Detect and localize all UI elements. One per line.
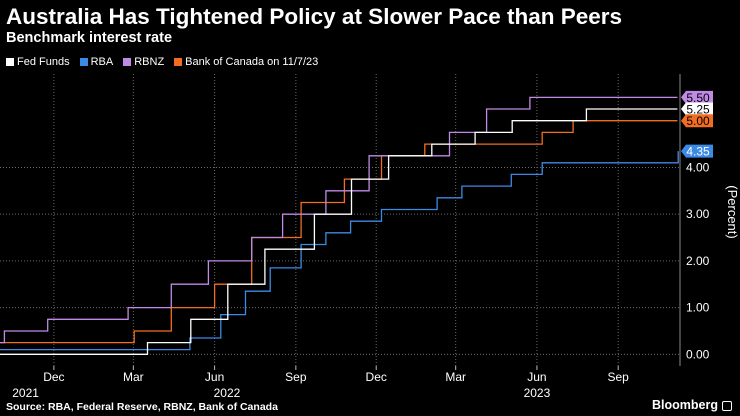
chart-title: Australia Has Tightened Policy at Slower… — [6, 4, 623, 29]
year-label: 2022 — [214, 386, 241, 400]
end-value-tag-bg — [681, 144, 713, 158]
series-line-bank — [0, 120, 678, 344]
end-value-tag: 5.50 — [681, 90, 713, 105]
x-tick-label: Sep — [285, 370, 307, 384]
x-tick-label: Mar — [123, 370, 144, 384]
end-value-label: 5.50 — [686, 91, 710, 105]
legend-label-rba: RBA — [90, 56, 114, 68]
x-tick-label: Jun — [205, 370, 224, 384]
year-label: 2021 — [12, 386, 39, 400]
x-tick-label: Dec — [43, 370, 64, 384]
brand-logo: Bloomberg — [652, 398, 718, 412]
x-tick-label: Dec — [366, 370, 387, 384]
y-tick-label: 1.00 — [686, 301, 710, 315]
year-label: 2023 — [524, 386, 551, 400]
legend-swatch-fed-funds — [6, 58, 14, 66]
series-line-rbnz — [0, 96, 678, 344]
end-value-label: 5.25 — [686, 103, 710, 117]
end-value-label: 5.00 — [686, 114, 710, 128]
x-tick-label: Mar — [445, 370, 466, 384]
legend-label-bank-of-canada: Bank of Canada on 11/7/23 — [185, 56, 319, 68]
chart-subtitle: Benchmark interest rate — [6, 30, 173, 46]
end-value-label: 4.35 — [686, 145, 710, 159]
end-value-tag-bg — [681, 114, 713, 128]
legend-item-bank-of-canada: Bank of Canada on 11/7/23 — [174, 56, 318, 68]
end-value-tag-bg — [681, 102, 713, 116]
series-line-fed — [0, 108, 678, 355]
series-line-rba — [0, 151, 679, 351]
y-tick-label: 2.00 — [686, 254, 710, 268]
x-tick-label: Sep — [608, 370, 630, 384]
legend-item-fed-funds: Fed Funds — [6, 56, 70, 68]
end-value-tag: 5.25 — [681, 102, 713, 117]
source-note: Source: RBA, Federal Reserve, RBNZ, Bank… — [6, 401, 278, 413]
legend-label-fed-funds: Fed Funds — [17, 56, 70, 68]
legend-item-rba: RBA — [79, 56, 114, 68]
end-value-tag: 4.35 — [681, 144, 713, 159]
y-axis-label: (Percent) — [725, 185, 740, 238]
legend-swatch-bank-of-canada — [174, 58, 183, 66]
legend-item-rbnz: RBNZ — [123, 56, 164, 68]
y-tick-label: 3.00 — [686, 207, 710, 221]
bloomberg-icon — [722, 401, 732, 411]
end-value-tag-bg — [681, 90, 713, 104]
end-value-tag: 5.00 — [681, 114, 713, 128]
legend-label-rbnz: RBNZ — [134, 56, 165, 68]
y-tick-label: 0.00 — [686, 347, 710, 361]
legend-swatch-rba — [79, 58, 88, 66]
x-tick-label: Jun — [527, 370, 546, 384]
y-tick-label: 4.00 — [686, 160, 710, 174]
legend-swatch-rbnz — [123, 58, 132, 66]
chart-legend: Fed Funds RBA RBNZ Bank of Canada on 11/… — [6, 56, 318, 68]
